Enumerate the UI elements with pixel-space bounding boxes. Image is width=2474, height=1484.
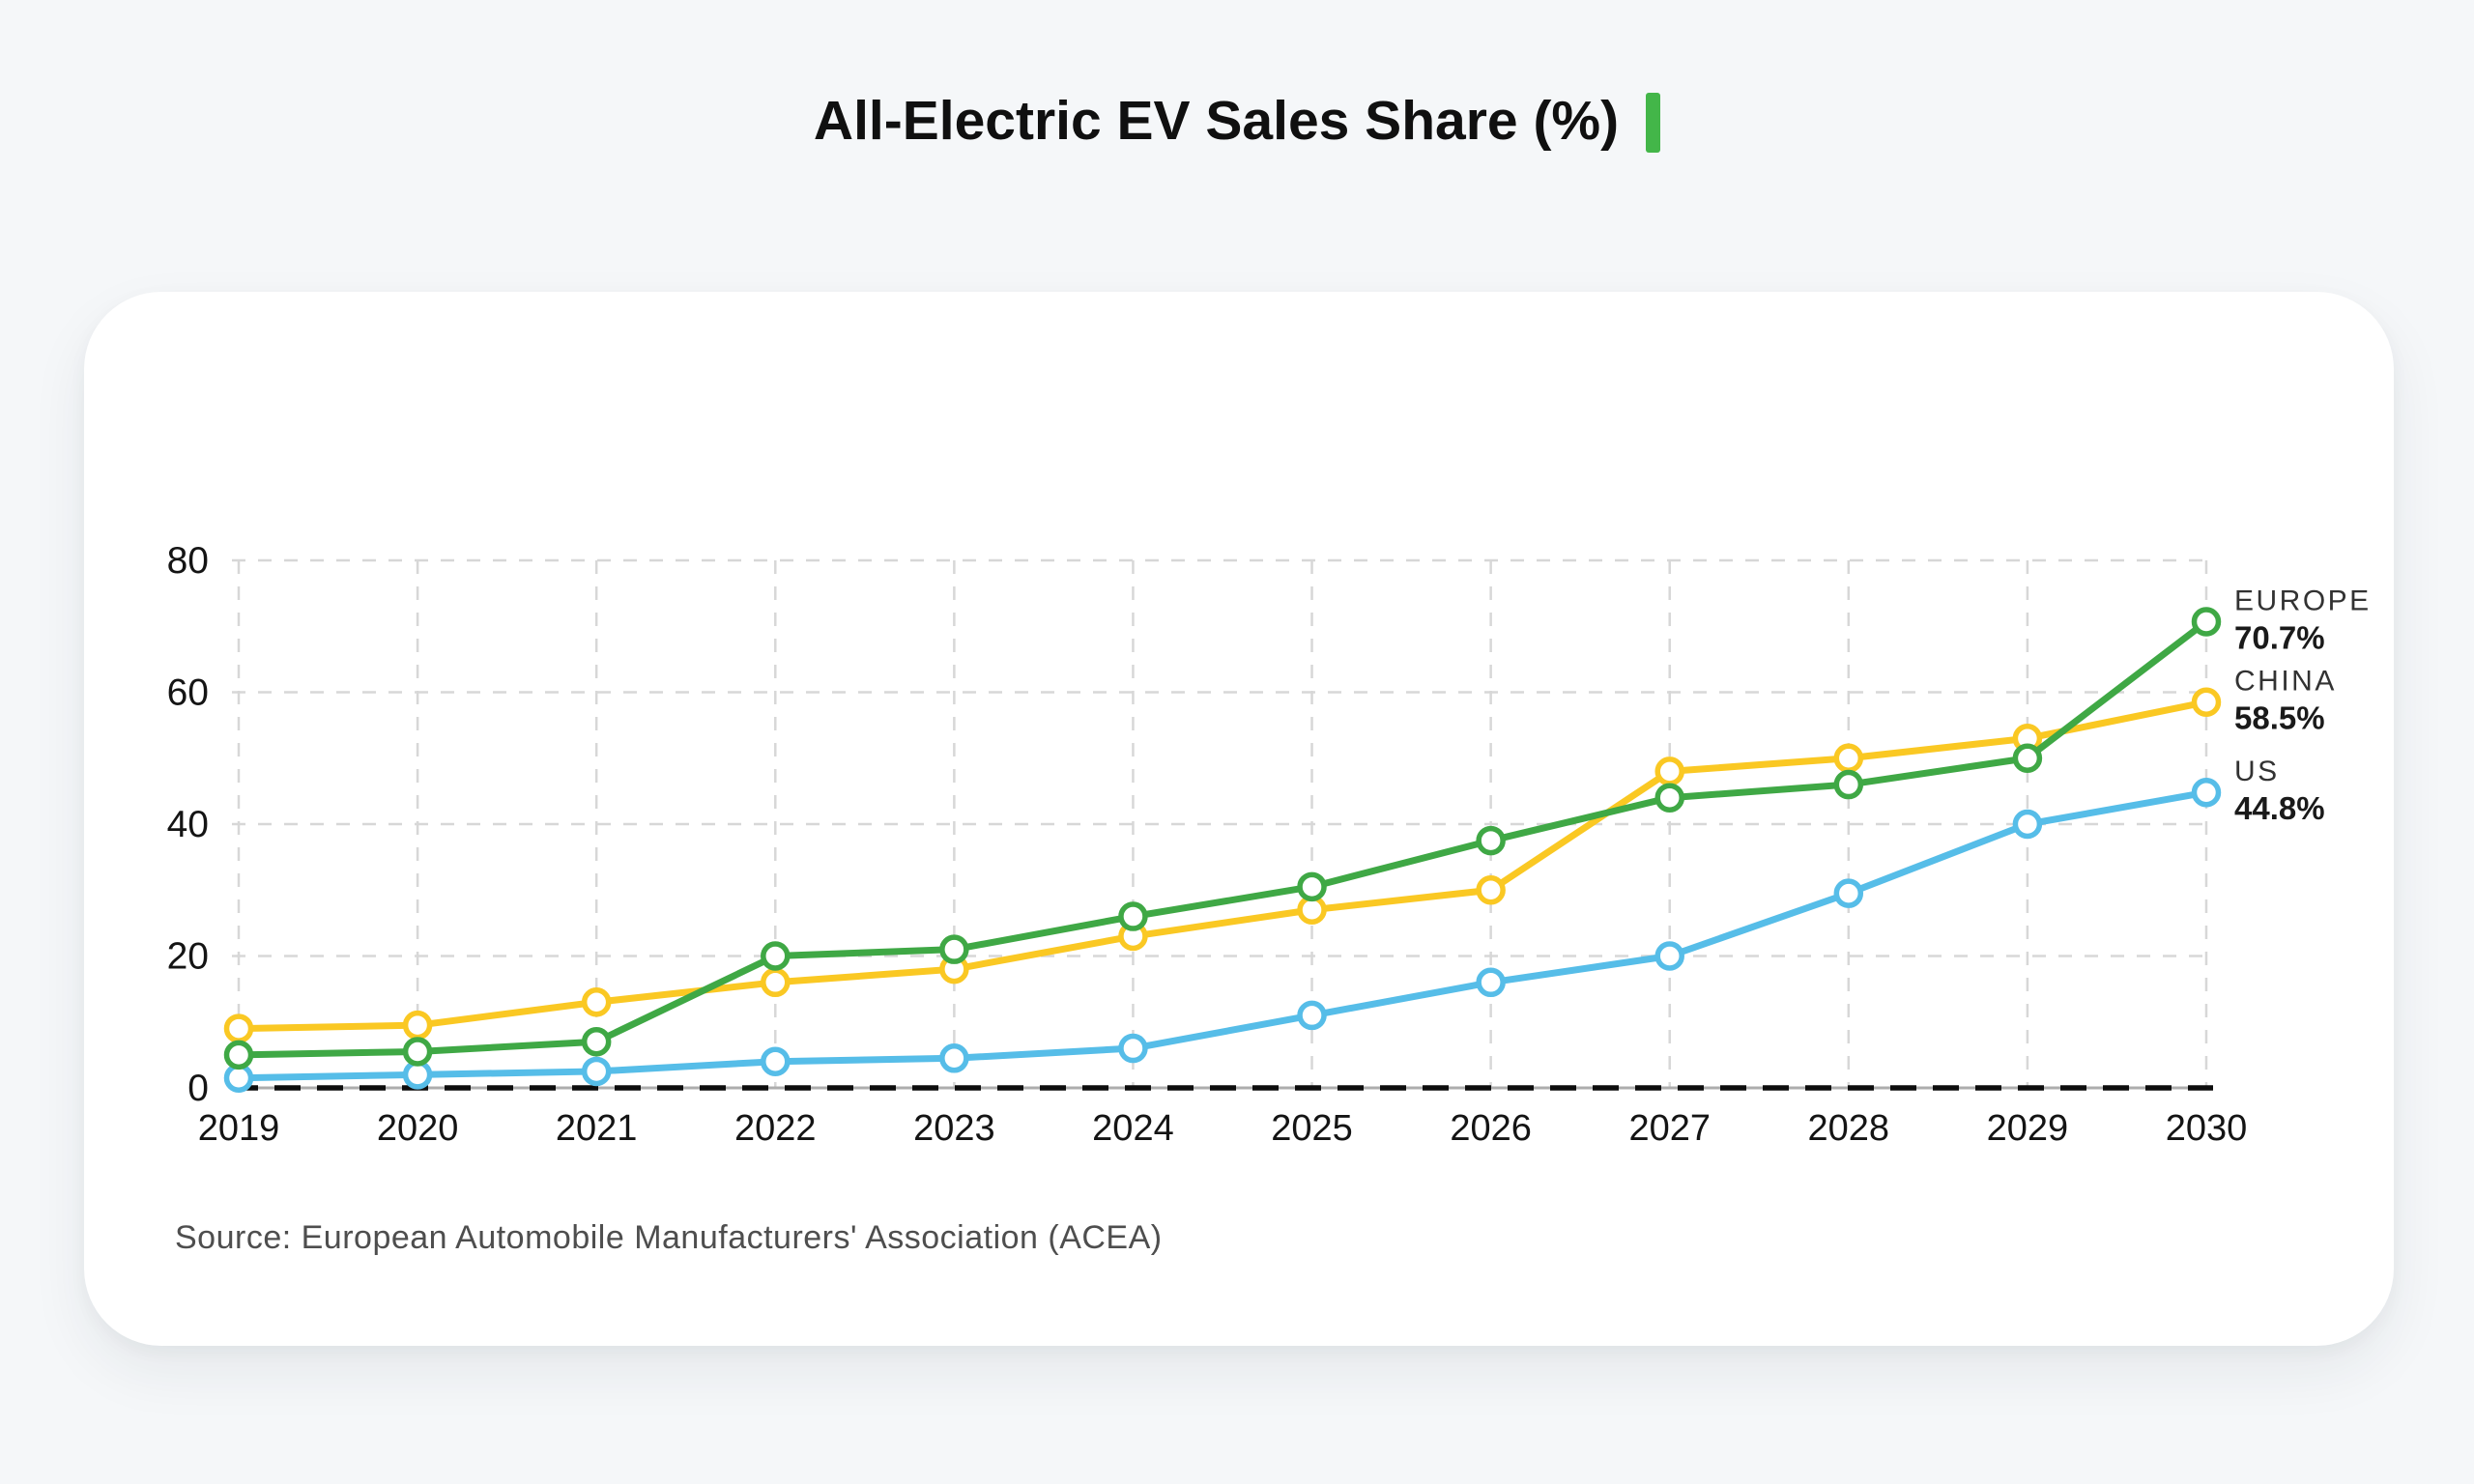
x-tick-label: 2020: [377, 1108, 459, 1149]
series-line-europe: [235, 617, 2210, 1059]
marker-europe-2024: [1118, 901, 1148, 931]
x-tick-label: 2025: [1271, 1108, 1353, 1149]
y-tick-label: 40: [167, 804, 209, 845]
marker-europe-2026: [1476, 825, 1506, 856]
y-tick-label: 60: [167, 672, 209, 714]
series-line-china: [235, 699, 2210, 1033]
marker-china-2026: [1476, 875, 1506, 905]
page-title: All-Electric EV Sales Share (%): [813, 90, 1620, 152]
marker-us-2028: [1833, 878, 1864, 908]
end-label-name-europe: EUROPE: [2234, 585, 2372, 616]
marker-europe-2030: [2191, 607, 2222, 637]
y-tick-label: 80: [167, 540, 209, 582]
marker-china-2019: [223, 1013, 254, 1043]
marker-us-2030: [2191, 777, 2222, 808]
x-tick-label: 2028: [1808, 1108, 1890, 1149]
x-tick-label: 2023: [913, 1108, 995, 1149]
title-row: All-Electric EV Sales Share (%): [0, 89, 2474, 153]
marker-us-2023: [939, 1043, 969, 1073]
marker-europe-2027: [1654, 783, 1684, 813]
marker-us-2022: [761, 1046, 791, 1076]
marker-us-2026: [1476, 967, 1506, 998]
marker-europe-2025: [1297, 871, 1327, 902]
chart-card: [84, 292, 2394, 1346]
title-accent-bar: [1646, 93, 1661, 153]
marker-us-2021: [581, 1056, 612, 1087]
marker-us-2027: [1654, 941, 1684, 971]
marker-china-2030: [2191, 687, 2222, 717]
x-tick-label: 2024: [1092, 1108, 1174, 1149]
x-tick-label: 2030: [2166, 1108, 2248, 1149]
series-line-us: [235, 788, 2210, 1082]
x-tick-label: 2021: [556, 1108, 638, 1149]
marker-europe-2029: [2012, 743, 2043, 773]
marker-europe-2023: [939, 934, 969, 964]
x-tick-label: 2022: [734, 1108, 817, 1149]
end-label-value-europe: 70.7%: [2234, 619, 2325, 655]
marker-china-2028: [1833, 743, 1864, 773]
x-tick-label: 2029: [1987, 1108, 2069, 1149]
end-label-name-us: US: [2234, 756, 2280, 787]
end-label-name-china: CHINA: [2234, 666, 2337, 698]
marker-china-2021: [581, 987, 612, 1017]
marker-us-2024: [1118, 1033, 1148, 1064]
x-tick-label: 2027: [1628, 1108, 1711, 1149]
y-tick-label: 0: [187, 1068, 209, 1109]
marker-us-2025: [1297, 1000, 1327, 1031]
marker-europe-2021: [581, 1026, 612, 1057]
marker-us-2029: [2012, 809, 2043, 840]
marker-europe-2028: [1833, 769, 1864, 800]
x-tick-label: 2026: [1450, 1108, 1532, 1149]
source-caption: Source: European Automobile Manufacturer…: [175, 1219, 1163, 1256]
marker-europe-2020: [402, 1037, 433, 1067]
marker-china-2022: [761, 967, 791, 998]
end-label-value-us: 44.8%: [2234, 790, 2325, 826]
x-tick-label: 2019: [198, 1108, 280, 1149]
marker-europe-2019: [223, 1040, 254, 1070]
marker-europe-2022: [761, 941, 791, 971]
y-tick-label: 20: [167, 936, 209, 978]
end-label-value-china: 58.5%: [2234, 700, 2325, 736]
marker-china-2020: [402, 1010, 433, 1041]
marker-china-2027: [1654, 756, 1684, 786]
